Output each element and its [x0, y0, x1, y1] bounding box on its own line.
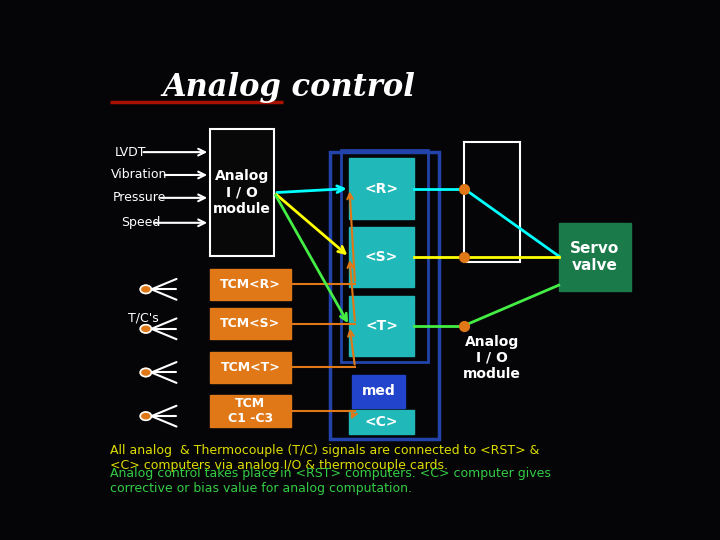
Bar: [210, 268, 291, 300]
Bar: [210, 308, 291, 339]
Bar: [210, 129, 274, 256]
Bar: [349, 227, 414, 287]
Circle shape: [140, 325, 151, 333]
Text: Analog control: Analog control: [163, 72, 415, 103]
Bar: [352, 375, 405, 408]
Text: <R>: <R>: [364, 181, 399, 195]
Bar: [210, 395, 291, 427]
Text: All analog  & Thermocouple (T/C) signals are connected to <RST> &
<C> computers : All analog & Thermocouple (T/C) signals …: [109, 444, 539, 472]
Text: Analog
I / O
module: Analog I / O module: [463, 335, 521, 381]
Text: TCM
C1 -C3: TCM C1 -C3: [228, 397, 273, 425]
Text: Servo
valve: Servo valve: [570, 241, 620, 273]
Text: Speed: Speed: [121, 217, 160, 230]
Text: <S>: <S>: [365, 250, 398, 264]
Bar: [210, 352, 291, 383]
Circle shape: [140, 368, 151, 377]
Text: LVDT: LVDT: [115, 146, 147, 159]
Text: <T>: <T>: [365, 319, 398, 333]
Bar: [349, 158, 414, 219]
Text: Vibration: Vibration: [111, 168, 168, 181]
Circle shape: [140, 285, 151, 293]
Text: <C>: <C>: [365, 415, 398, 429]
Text: TCM<S>: TCM<S>: [220, 317, 281, 330]
Bar: [464, 141, 520, 262]
Text: TCM<T>: TCM<T>: [220, 361, 280, 374]
Bar: [349, 295, 414, 356]
Text: Analog control takes place in <RST> computers. <C> computer gives
corrective or : Analog control takes place in <RST> comp…: [109, 467, 550, 495]
Text: T/C's: T/C's: [128, 312, 158, 325]
Text: TCM<R>: TCM<R>: [220, 278, 281, 291]
Bar: [330, 152, 438, 439]
Text: med: med: [362, 384, 396, 398]
Text: Pressure: Pressure: [112, 191, 166, 204]
Bar: [341, 150, 428, 362]
Bar: [559, 223, 631, 292]
Bar: [349, 410, 414, 434]
Circle shape: [140, 412, 151, 420]
Text: Analog
I / O
module: Analog I / O module: [213, 170, 271, 216]
